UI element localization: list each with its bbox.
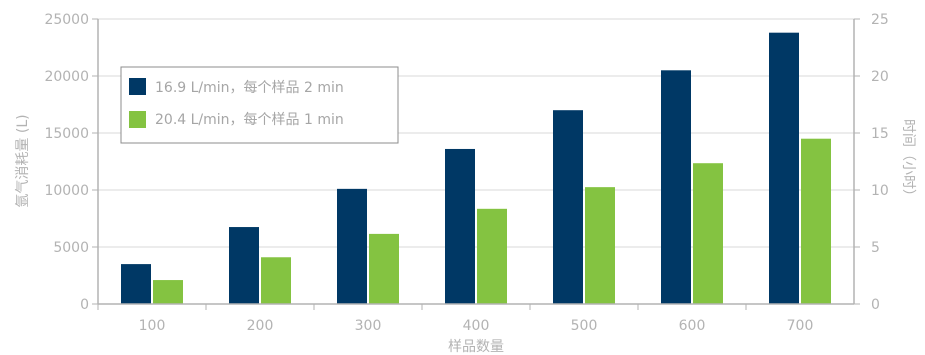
legend-label-series-2: 20.4 L/min，每个样品 1 min bbox=[155, 112, 344, 128]
legend: 16.9 L/min，每个样品 2 min 20.4 L/min，每个样品 1 … bbox=[120, 66, 399, 144]
y2-tick-label: 5 bbox=[871, 240, 880, 256]
bar-series-2 bbox=[693, 163, 723, 304]
bar-series-1 bbox=[769, 32, 799, 305]
bar-series-2 bbox=[585, 187, 615, 304]
bar-series-2 bbox=[477, 208, 507, 304]
bar-series-2 bbox=[369, 233, 399, 304]
x-axis-label: 样品数量 bbox=[448, 339, 504, 355]
bars bbox=[121, 32, 831, 305]
bar-series-2 bbox=[801, 138, 831, 304]
y2-tick-label: 10 bbox=[871, 183, 889, 199]
y-tick-labels: 0 5000 10000 15000 20000 25000 bbox=[44, 12, 89, 313]
x-tick-label: 400 bbox=[463, 318, 490, 334]
axes bbox=[92, 18, 860, 310]
y-tick-label: 0 bbox=[80, 297, 89, 313]
y-tick-label: 15000 bbox=[44, 126, 89, 142]
bar-series-1 bbox=[121, 264, 151, 304]
legend-swatch-series-1 bbox=[129, 78, 146, 95]
legend-box bbox=[120, 66, 399, 144]
y2-tick-label: 20 bbox=[871, 69, 889, 85]
bar-series-1 bbox=[661, 70, 691, 304]
legend-label-series-1: 16.9 L/min，每个样品 2 min bbox=[155, 80, 344, 96]
bar-series-1 bbox=[337, 188, 367, 304]
bar-series-2 bbox=[261, 257, 291, 304]
x-tick-label: 300 bbox=[355, 318, 382, 334]
y-tick-label: 5000 bbox=[53, 240, 89, 256]
y-axis-label: 氩气消耗量 (L) bbox=[15, 114, 31, 207]
y2-tick-labels: 0 5 10 15 20 25 bbox=[871, 12, 889, 313]
legend-swatch-series-2 bbox=[129, 111, 146, 128]
x-tick-label: 100 bbox=[139, 318, 166, 334]
x-tick-label: 500 bbox=[571, 318, 598, 334]
y2-axis-label: 时间（小时） bbox=[900, 119, 916, 203]
y-tick-label: 25000 bbox=[44, 12, 89, 28]
x-tick-label: 700 bbox=[787, 318, 814, 334]
y2-tick-label: 0 bbox=[871, 297, 880, 313]
y-tick-label: 10000 bbox=[44, 183, 89, 199]
y2-tick-label: 15 bbox=[871, 126, 889, 142]
x-tick-label: 200 bbox=[247, 318, 274, 334]
bar-series-1 bbox=[229, 227, 259, 304]
bar-series-1 bbox=[445, 148, 475, 304]
x-tick-label: 600 bbox=[679, 318, 706, 334]
y2-tick-label: 25 bbox=[871, 12, 889, 28]
y-tick-label: 20000 bbox=[44, 69, 89, 85]
x-tick-labels: 100 200 300 400 500 600 700 bbox=[139, 318, 814, 334]
bar-series-2 bbox=[153, 280, 183, 304]
bar-series-1 bbox=[553, 110, 583, 304]
